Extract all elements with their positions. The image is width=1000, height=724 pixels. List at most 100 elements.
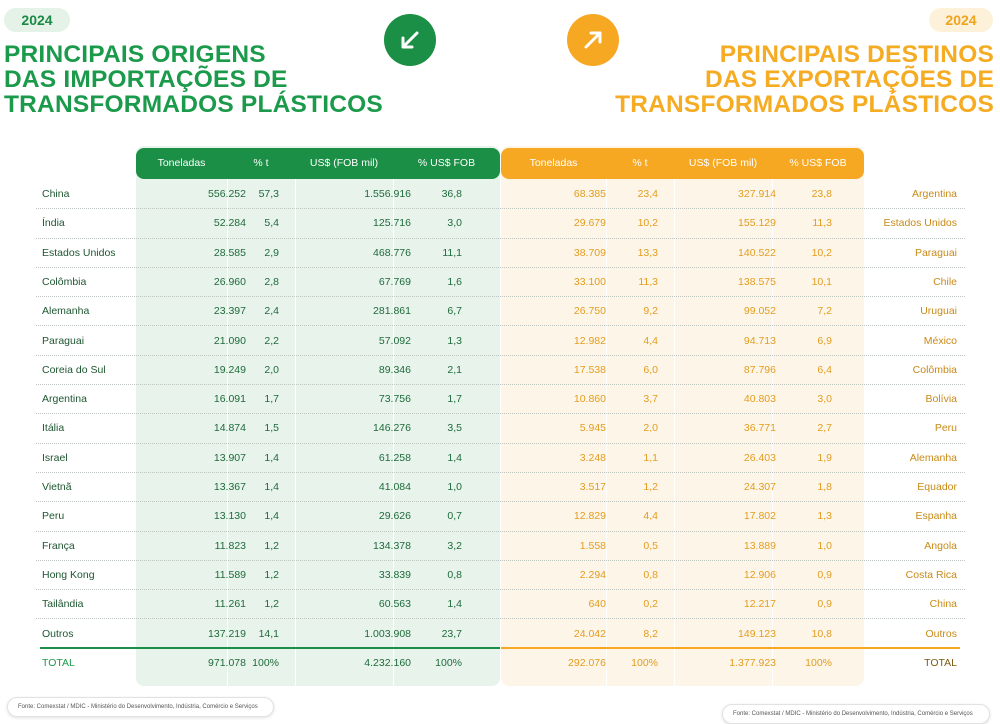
imports-usd: 1.556.916 xyxy=(364,188,411,200)
table-row: Índia 52.284 5,4 125.716 3,0 29.679 10,2 155.12… xyxy=(36,209,965,239)
exports-tons: 26.750 xyxy=(573,305,606,318)
total-imports-pct-t: 100% xyxy=(252,657,279,669)
imports-country: Itália xyxy=(42,422,65,435)
exports-pct-t: 1,1 xyxy=(643,451,658,464)
arrow-down-left-icon xyxy=(384,14,436,66)
imports-pct-usd: 23,7 xyxy=(441,627,462,640)
imports-pct-t: 2,4 xyxy=(264,305,279,318)
imports-country: Alemanha xyxy=(42,305,90,318)
imports-usd: 73.756 xyxy=(378,393,411,406)
year-badge-exports: 2024 xyxy=(929,8,993,32)
imports-pct-usd: 0,7 xyxy=(447,510,462,523)
exports-pct-usd: 1,0 xyxy=(817,539,832,552)
imports-title: PRINCIPAIS ORIGENS DAS IMPORTAÇÕES DE TR… xyxy=(4,42,383,117)
column-divider xyxy=(674,178,675,686)
column-divider xyxy=(606,178,607,686)
imports-tons: 26.960 xyxy=(213,275,246,288)
imports-pct-usd: 1,0 xyxy=(447,481,462,493)
exports-usd: 36.771 xyxy=(743,422,776,435)
exports-pct-t: 11,3 xyxy=(638,275,658,288)
exports-country: Espanha xyxy=(915,510,957,523)
imports-pct-t: 1,5 xyxy=(264,422,279,435)
imports-country: Colômbia xyxy=(42,275,87,288)
imports-tons: 21.090 xyxy=(213,334,246,347)
column-divider xyxy=(772,178,773,686)
imports-country: Paraguai xyxy=(42,334,85,347)
imports-pct-t: 2,9 xyxy=(264,246,279,259)
imports-country: França xyxy=(42,539,75,552)
exports-usd: 12.906 xyxy=(743,568,776,581)
imports-usd: 468.776 xyxy=(373,246,411,259)
exports-pct-usd: 7,2 xyxy=(817,305,832,318)
exports-usd: 140.522 xyxy=(738,246,776,259)
imports-country: Israel xyxy=(42,451,68,464)
exports-country: Estados Unidos xyxy=(883,217,957,230)
imports-usd: 57.092 xyxy=(378,334,411,347)
imports-pct-usd: 1,4 xyxy=(447,451,462,464)
exports-country: Colômbia xyxy=(912,363,957,376)
imports-pct-t: 1,4 xyxy=(264,510,279,523)
table-row: Itália 14.874 1,5 146.276 3,5 5.945 2,0 36.771 2… xyxy=(36,414,965,444)
imports-country: Vietnã xyxy=(42,481,72,493)
imports-header-usd: US$ (FOB mil) xyxy=(309,157,379,169)
exports-country: Angola xyxy=(924,539,957,552)
exports-pct-t: 13,3 xyxy=(637,246,658,259)
imports-pct-t: 1,2 xyxy=(264,598,279,611)
exports-tons: 24.042 xyxy=(573,627,606,640)
imports-pct-usd: 3,0 xyxy=(447,217,462,230)
exports-header-usd: US$ (FOB mil) xyxy=(688,157,758,169)
column-divider xyxy=(295,178,296,686)
exports-pct-usd: 11,3 xyxy=(812,217,832,230)
imports-usd: 33.839 xyxy=(378,568,411,581)
imports-tons: 52.284 xyxy=(213,217,246,230)
imports-country: Estados Unidos xyxy=(42,246,116,259)
exports-usd: 17.802 xyxy=(743,510,776,523)
exports-usd: 94.713 xyxy=(743,334,776,347)
imports-pct-t: 1,2 xyxy=(264,568,279,581)
imports-country: Índia xyxy=(42,217,65,230)
exports-pct-t: 0,8 xyxy=(643,568,658,581)
imports-pct-t: 2,8 xyxy=(264,275,279,288)
imports-pct-usd: 3,5 xyxy=(447,422,462,435)
table-row: Coreia do Sul 19.249 2,0 89.346 2,1 17.538 6,0… xyxy=(36,356,965,386)
exports-usd: 327.914 xyxy=(738,188,776,200)
imports-country: China xyxy=(42,188,70,200)
imports-usd: 1.003.908 xyxy=(364,627,411,640)
exports-pct-usd: 6,9 xyxy=(817,334,832,347)
total-exports-pct-t: 100% xyxy=(631,657,658,669)
imports-tons: 137.219 xyxy=(208,627,246,640)
total-exports-tons: 292.076 xyxy=(568,657,606,669)
exports-header-pct-usd: % US$ FOB xyxy=(789,157,847,169)
exports-pct-usd: 1,9 xyxy=(817,451,832,464)
imports-tons: 13.130 xyxy=(213,510,246,523)
imports-title-line-2: DAS IMPORTAÇÕES DE xyxy=(4,66,288,93)
exports-source-note: Fonte: Comexstat / MDIC - Ministério do … xyxy=(722,704,990,724)
exports-country: Bolívia xyxy=(925,393,957,406)
exports-tons: 68.385 xyxy=(573,188,606,200)
exports-title-line-1: PRINCIPAIS DESTINOS xyxy=(719,41,994,68)
exports-pct-usd: 10,8 xyxy=(811,627,832,640)
table-row: França 11.823 1,2 134.378 3,2 1.558 0,5 13.889 1… xyxy=(36,532,965,561)
imports-tons: 11.261 xyxy=(214,598,246,611)
total-label-left: TOTAL xyxy=(42,657,75,669)
exports-usd: 24.307 xyxy=(743,481,776,493)
total-exports-usd: 1.377.923 xyxy=(729,657,776,669)
exports-pct-usd: 10,1 xyxy=(811,275,832,288)
exports-pct-t: 23,4 xyxy=(637,188,658,200)
column-divider xyxy=(393,178,394,686)
exports-pct-t: 9,2 xyxy=(643,305,658,318)
exports-country: Paraguai xyxy=(914,246,957,259)
imports-pct-t: 57,3 xyxy=(258,188,279,200)
imports-pct-usd: 1,7 xyxy=(447,393,462,406)
imports-pct-usd: 11,1 xyxy=(442,246,462,259)
exports-usd: 87.796 xyxy=(743,363,776,376)
total-exports-pct-usd: 100% xyxy=(805,657,832,669)
exports-country: China xyxy=(929,598,957,611)
imports-pct-t: 5,4 xyxy=(264,217,279,230)
imports-usd: 67.769 xyxy=(378,275,411,288)
exports-pct-t: 0,5 xyxy=(643,539,658,552)
table-row: Israel 13.907 1,4 61.258 1,4 3.248 1,1 26.403 1,… xyxy=(36,444,965,473)
exports-pct-t: 6,0 xyxy=(643,363,658,376)
exports-pct-usd: 3,0 xyxy=(817,393,832,406)
imports-pct-usd: 2,1 xyxy=(447,363,462,376)
